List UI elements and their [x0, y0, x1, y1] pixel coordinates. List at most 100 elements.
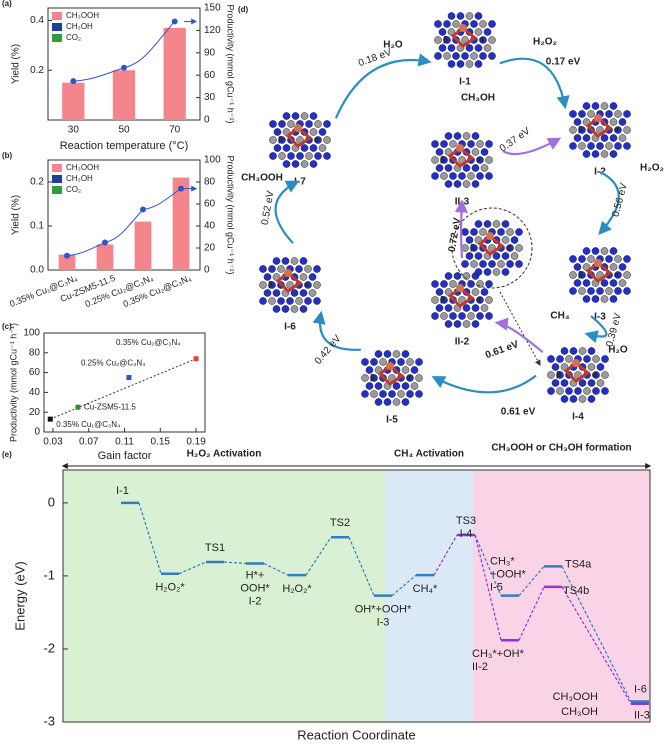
atom	[435, 164, 444, 172]
cu-atom	[456, 144, 464, 152]
species-label: H₂O	[608, 345, 628, 356]
y-tick-label: 0	[48, 494, 55, 509]
atom	[278, 120, 286, 128]
atom	[443, 20, 451, 28]
panel-label: (a)	[2, 0, 12, 8]
molecule: αβ	[547, 347, 609, 403]
atom	[483, 220, 492, 228]
site-label: β	[370, 373, 375, 382]
atom	[623, 110, 631, 118]
atom	[323, 120, 331, 128]
level-label: II-2	[472, 661, 488, 673]
reaction-arrow	[584, 315, 608, 344]
atom	[501, 252, 510, 260]
atom	[479, 52, 487, 60]
atom	[485, 280, 493, 288]
atom	[259, 281, 267, 289]
point	[193, 356, 199, 362]
atom	[268, 265, 276, 273]
site-label: β	[440, 295, 445, 304]
atom	[578, 110, 586, 118]
molecule: αβ	[259, 257, 321, 313]
level-label: I-5	[490, 582, 503, 594]
y-tick-label: 0	[34, 427, 40, 438]
atom	[582, 247, 591, 255]
bar	[62, 82, 85, 120]
atom	[434, 36, 442, 44]
atom	[600, 247, 609, 255]
atom	[281, 305, 290, 313]
level-label: TS1	[205, 542, 225, 554]
atom	[397, 358, 405, 366]
atom	[383, 350, 392, 358]
atom	[449, 280, 457, 288]
atom	[440, 172, 448, 180]
y-tick-label: -2	[43, 640, 55, 655]
atom	[600, 102, 609, 110]
atom	[318, 144, 327, 152]
legend-swatch	[52, 12, 62, 20]
atom	[410, 382, 419, 390]
cu-atom	[594, 114, 602, 122]
atom	[623, 142, 631, 150]
site-label: α	[479, 35, 484, 44]
atom	[277, 265, 285, 273]
y-tick-label: 0.1	[30, 221, 44, 232]
atom	[309, 144, 318, 152]
bar	[172, 177, 190, 270]
atom	[465, 12, 474, 20]
atom	[374, 398, 383, 406]
atom	[573, 263, 582, 271]
connector	[391, 574, 417, 597]
atom	[551, 363, 560, 371]
site-label: β	[278, 135, 283, 144]
x-tick-label: 0.11	[115, 437, 134, 448]
atom	[605, 287, 613, 295]
atom	[453, 180, 462, 188]
node-label: I-1	[459, 77, 471, 88]
molecule: αβ	[434, 12, 496, 68]
atom	[474, 252, 483, 260]
atom	[453, 132, 462, 140]
atom	[314, 120, 322, 128]
atom	[295, 297, 303, 305]
point-label: 0.25% Cu₂@C₃N₄	[81, 359, 145, 368]
atom	[587, 395, 596, 403]
site-label: β	[470, 243, 475, 252]
atom	[296, 152, 304, 160]
x-axis-title: Reaction temperature (°C)	[60, 140, 189, 152]
bar	[134, 221, 152, 270]
atom	[515, 244, 523, 252]
legend-swatch	[52, 175, 62, 183]
connector	[474, 534, 502, 641]
y2-tick-label: 60	[204, 70, 216, 81]
atom	[573, 134, 582, 142]
legend-swatch	[52, 164, 62, 172]
panel-label: (e)	[2, 450, 12, 459]
atom	[601, 387, 609, 395]
atom	[308, 289, 317, 297]
atom	[556, 371, 564, 379]
atom	[269, 136, 277, 144]
atom	[415, 358, 423, 366]
atom	[447, 60, 456, 68]
atom	[601, 371, 609, 379]
atom	[462, 164, 471, 172]
site-label: α	[476, 295, 481, 304]
atom	[291, 112, 300, 120]
atom	[578, 126, 586, 134]
atom	[578, 347, 587, 355]
atom	[440, 140, 448, 148]
molecule: αβ	[569, 102, 631, 158]
atom	[434, 52, 442, 60]
atom	[587, 287, 595, 295]
x-tick-label: 0.19	[186, 437, 206, 448]
atom	[444, 304, 453, 312]
atom	[578, 271, 586, 279]
atom	[318, 128, 327, 136]
atom	[465, 252, 474, 260]
site-label: β	[578, 125, 583, 134]
atom	[379, 390, 387, 398]
atom	[269, 152, 277, 160]
productivity-point	[140, 206, 146, 213]
